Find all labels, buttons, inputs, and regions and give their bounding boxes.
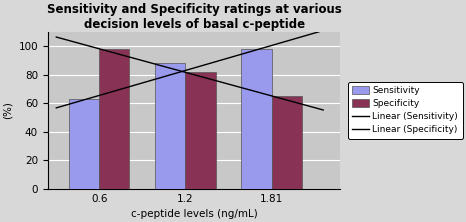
Bar	[272, 96, 302, 189]
Bar	[241, 49, 272, 189]
Y-axis label: (%): (%)	[3, 101, 13, 119]
Bar	[69, 99, 99, 189]
Legend: Sensitivity, Specificity, Linear (Sensitivity), Linear (Specificity): Sensitivity, Specificity, Linear (Sensit…	[348, 82, 463, 139]
Bar	[185, 72, 216, 189]
Bar	[99, 49, 130, 189]
Bar	[155, 63, 185, 189]
X-axis label: c-peptide levels (ng/mL): c-peptide levels (ng/mL)	[130, 209, 257, 219]
Title: Sensitivity and Specificity ratings at various
decision levels of basal c-peptid: Sensitivity and Specificity ratings at v…	[47, 3, 342, 31]
